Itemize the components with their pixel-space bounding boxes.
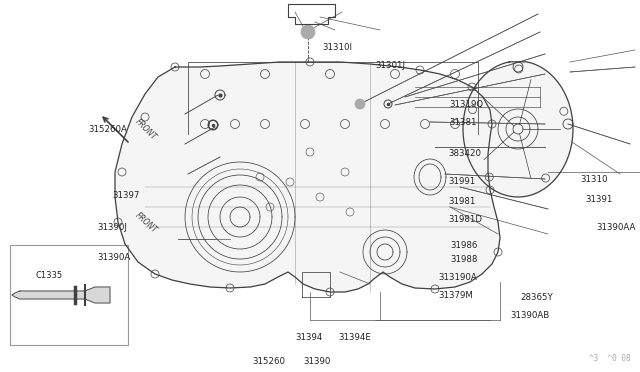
Text: 31379M: 31379M <box>438 291 473 299</box>
Text: C1335: C1335 <box>36 270 63 279</box>
Polygon shape <box>115 62 500 292</box>
Circle shape <box>301 25 315 39</box>
Text: 31390AB: 31390AB <box>510 311 549 320</box>
Text: 31310: 31310 <box>580 176 607 185</box>
Bar <box>10 245 128 345</box>
Text: 31301J: 31301J <box>375 61 405 71</box>
Polygon shape <box>463 62 573 197</box>
Text: 31397: 31397 <box>112 190 140 199</box>
Text: 31390J: 31390J <box>97 224 127 232</box>
Text: FRONT: FRONT <box>133 117 157 142</box>
Text: 31988: 31988 <box>450 256 477 264</box>
Text: 383420: 383420 <box>448 148 481 157</box>
Text: 31391: 31391 <box>585 196 612 205</box>
Text: 31986: 31986 <box>450 241 477 250</box>
Text: 31381: 31381 <box>449 118 477 126</box>
Polygon shape <box>12 287 110 303</box>
Text: 315260A: 315260A <box>88 125 127 135</box>
Text: 31394: 31394 <box>295 334 323 343</box>
Text: 31390: 31390 <box>303 357 330 366</box>
Text: 28365Y: 28365Y <box>520 294 553 302</box>
Text: 31981D: 31981D <box>448 215 482 224</box>
Text: ^3  ^0 08: ^3 ^0 08 <box>589 354 630 363</box>
Text: 31394E: 31394E <box>338 334 371 343</box>
Text: 31390AA: 31390AA <box>596 224 636 232</box>
Text: 313190A: 313190A <box>438 273 477 282</box>
Circle shape <box>355 99 365 109</box>
Text: 31991: 31991 <box>448 177 476 186</box>
Text: 31319Q: 31319Q <box>449 100 483 109</box>
Text: 31981: 31981 <box>448 198 476 206</box>
Text: 31310I: 31310I <box>322 44 352 52</box>
Text: 31390A: 31390A <box>97 253 131 263</box>
Text: 315260: 315260 <box>252 357 285 366</box>
Text: FRONT: FRONT <box>133 211 158 235</box>
